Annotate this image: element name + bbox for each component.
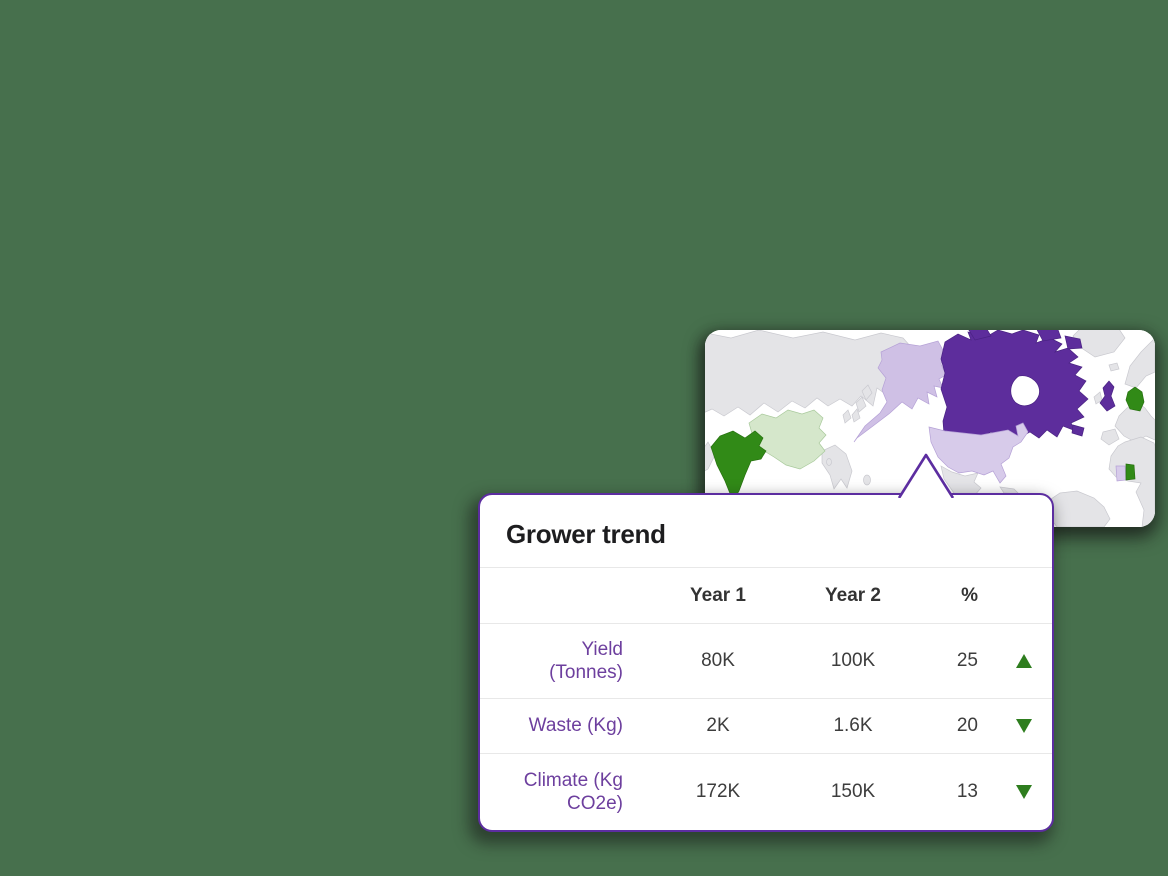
country-china[interactable] [748, 409, 827, 470]
percent-value: 20 [956, 715, 978, 736]
year1-value: 2K [706, 715, 730, 736]
country-ivory-coast[interactable] [1115, 465, 1127, 482]
table-row-climate: Climate (Kg CO2e) 172K 150K 13 [480, 753, 1052, 830]
header-year1: Year 1 [690, 584, 746, 606]
row-label: Waste (Kg) [528, 715, 623, 737]
region-scandinavia [1124, 337, 1155, 389]
country-india[interactable] [710, 430, 767, 502]
country-usa[interactable] [928, 422, 1029, 484]
island-philippines [863, 474, 871, 486]
country-japan-main [855, 396, 867, 413]
tooltip-title: Grower trend [506, 518, 666, 549]
hudson-bay [1010, 375, 1040, 407]
percent-value: 13 [956, 781, 978, 802]
region-africa [1108, 436, 1155, 527]
header-percent: % [961, 584, 978, 606]
row-label: Climate (Kg CO2e) [523, 769, 623, 814]
region-middle-east [705, 441, 716, 472]
country-germany[interactable] [1125, 386, 1145, 412]
country-iceland [1108, 362, 1120, 372]
year2-value: 100K [830, 650, 876, 671]
country-japan-south [851, 408, 861, 423]
trend-up-icon [1016, 654, 1032, 668]
world-map-card [705, 330, 1155, 527]
landmasses [705, 330, 1155, 527]
year1-value: 80K [701, 650, 735, 671]
trend-down-icon [1016, 785, 1032, 799]
percent-value: 25 [956, 650, 978, 671]
table-row-waste: Waste (Kg) 2K 1.6K 20 [480, 698, 1052, 753]
year2-value: 150K [830, 781, 876, 802]
canada-newfoundland[interactable] [1071, 424, 1085, 437]
header-year2: Year 2 [825, 584, 881, 606]
table-header-row: Year 1 Year 2 % [480, 567, 1052, 623]
row-label: Yield (Tonnes) [549, 638, 623, 683]
trend-down-icon [1016, 719, 1032, 733]
country-korea [842, 409, 852, 424]
canada-arctic-island-3[interactable] [1064, 335, 1083, 350]
country-japan-north [861, 384, 873, 401]
canada-arctic-island-1[interactable] [967, 330, 992, 341]
tooltip-caret [897, 453, 955, 498]
country-uk[interactable] [1099, 380, 1116, 412]
region-se-asia [821, 444, 853, 490]
grower-trend-tooltip: Grower trend Year 1 Year 2 % Yield (Tonn… [478, 453, 1054, 832]
region-iberia [1100, 428, 1120, 446]
canada-arctic-island-2[interactable] [1035, 330, 1062, 342]
table-row-yield: Yield (Tonnes) 80K 100K 25 [480, 623, 1052, 698]
country-greenland [1072, 330, 1126, 358]
year2-value: 1.6K [833, 715, 873, 736]
country-ghana[interactable] [1125, 463, 1136, 481]
island-taiwan [826, 458, 832, 466]
year1-value: 172K [695, 781, 741, 802]
